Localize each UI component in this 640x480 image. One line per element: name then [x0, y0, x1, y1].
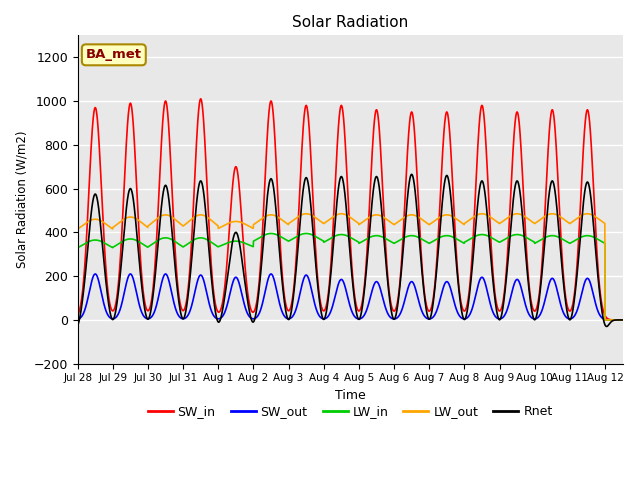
LW_out	[310, 213, 317, 219]
Y-axis label: Solar Radiation (W/m2): Solar Radiation (W/m2)	[15, 131, 28, 268]
Rnet	[619, 317, 627, 323]
LW_in	[310, 232, 317, 238]
Rnet	[614, 317, 622, 323]
SW_in	[321, 306, 329, 312]
Rnet	[603, 324, 611, 329]
LW_out	[601, 317, 609, 323]
Line: LW_out: LW_out	[77, 214, 623, 320]
LW_in	[74, 245, 81, 251]
SW_out	[321, 316, 329, 322]
Rnet	[408, 171, 415, 177]
Line: SW_in: SW_in	[77, 99, 623, 320]
LW_in	[337, 232, 344, 238]
Line: SW_out: SW_out	[77, 274, 623, 320]
SW_in	[614, 317, 622, 323]
Rnet	[74, 323, 81, 328]
Text: BA_met: BA_met	[86, 48, 142, 61]
X-axis label: Time: Time	[335, 389, 365, 402]
Line: LW_in: LW_in	[77, 233, 623, 320]
LW_out	[614, 317, 622, 323]
LW_out	[321, 220, 329, 226]
LW_in	[267, 230, 275, 236]
Rnet	[382, 259, 390, 264]
LW_out	[302, 211, 310, 216]
LW_out	[337, 211, 344, 216]
SW_out	[310, 295, 317, 301]
SW_out	[74, 316, 81, 322]
SW_out	[127, 271, 134, 277]
LW_in	[614, 317, 622, 323]
Title: Solar Radiation: Solar Radiation	[292, 15, 408, 30]
Rnet	[504, 262, 511, 268]
LW_out	[504, 215, 511, 221]
SW_out	[337, 277, 344, 283]
LW_in	[504, 235, 511, 240]
SW_out	[504, 306, 511, 312]
LW_out	[382, 216, 390, 222]
SW_in	[74, 312, 81, 318]
LW_in	[382, 236, 390, 241]
SW_in	[382, 249, 390, 255]
SW_out	[382, 306, 390, 312]
Line: Rnet: Rnet	[77, 174, 623, 326]
SW_in	[337, 105, 344, 111]
LW_in	[601, 317, 609, 323]
LW_in	[321, 239, 329, 244]
SW_in	[619, 317, 627, 323]
Rnet	[336, 176, 344, 181]
SW_in	[197, 96, 205, 102]
Rnet	[321, 314, 329, 320]
LW_out	[619, 317, 627, 323]
SW_in	[310, 204, 317, 210]
SW_out	[614, 317, 622, 323]
SW_in	[504, 250, 511, 256]
Legend: SW_in, SW_out, LW_in, LW_out, Rnet: SW_in, SW_out, LW_in, LW_out, Rnet	[143, 400, 557, 423]
Rnet	[309, 231, 317, 237]
SW_out	[619, 317, 627, 323]
LW_out	[74, 226, 81, 232]
LW_in	[619, 317, 627, 323]
